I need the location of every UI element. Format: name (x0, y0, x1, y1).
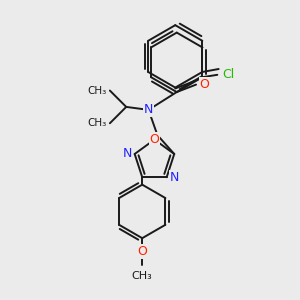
Text: O: O (137, 245, 147, 258)
Text: O: O (149, 133, 159, 146)
Text: Cl: Cl (223, 68, 235, 81)
Text: O: O (200, 78, 209, 91)
Text: N: N (144, 103, 153, 116)
Text: CH₃: CH₃ (88, 85, 107, 96)
Text: N: N (170, 171, 179, 184)
Text: CH₃: CH₃ (132, 271, 153, 281)
Text: N: N (122, 148, 132, 160)
Text: CH₃: CH₃ (88, 118, 107, 128)
